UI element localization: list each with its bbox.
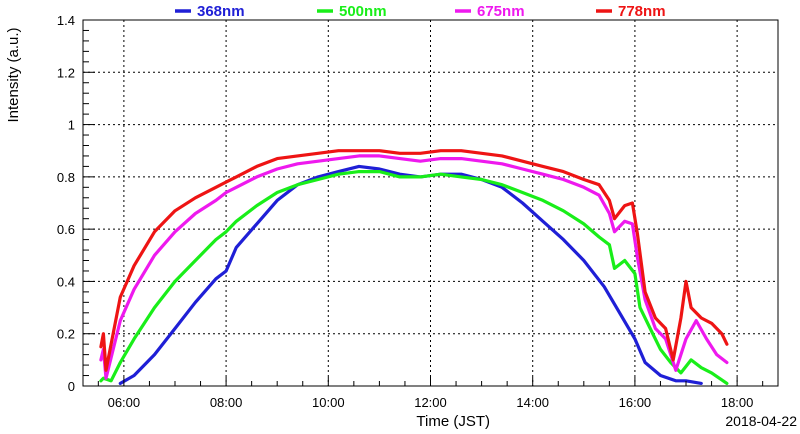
tick-layer: 06:00 08:00 10:00 12:00 14:00 16:00 18:00 0 0.2 0…	[57, 13, 764, 410]
legend-label-675nm: 675nm	[477, 3, 525, 20]
date-label: 2018-04-22	[725, 413, 797, 429]
x-tick-label: 10:00	[312, 395, 345, 410]
y-tick-label: 0.4	[57, 274, 75, 289]
legend-label-500nm: 500nm	[339, 3, 387, 20]
y-tick-label: 0.2	[57, 327, 75, 342]
series-layer	[99, 149, 729, 385]
grid-layer	[83, 20, 778, 386]
x-axis-title: Time (JST)	[416, 413, 490, 430]
x-tick-label: 16:00	[619, 395, 652, 410]
y-tick-label: 0	[68, 379, 75, 394]
x-tick-label: 12:00	[414, 395, 447, 410]
y-tick-label: 1.4	[57, 13, 75, 28]
legend: 368nm 500nm 675nm 778nm	[175, 3, 666, 20]
y-tick-label: 0.8	[57, 170, 75, 185]
x-tick-label: 14:00	[516, 395, 549, 410]
legend-label-778nm: 778nm	[618, 3, 666, 20]
y-tick-label: 1	[68, 118, 75, 133]
x-tick-label: 18:00	[721, 395, 754, 410]
series-line-778nm	[99, 149, 729, 372]
y-tick-label: 1.2	[57, 65, 75, 80]
x-tick-label: 06:00	[108, 395, 141, 410]
y-axis-title: Intensity (a.u.)	[5, 27, 22, 122]
x-tick-label: 08:00	[210, 395, 243, 410]
y-tick-label: 0.6	[57, 222, 75, 237]
series-line-500nm	[99, 170, 729, 385]
series-line-675nm	[99, 154, 729, 380]
legend-label-368nm: 368nm	[197, 3, 245, 20]
